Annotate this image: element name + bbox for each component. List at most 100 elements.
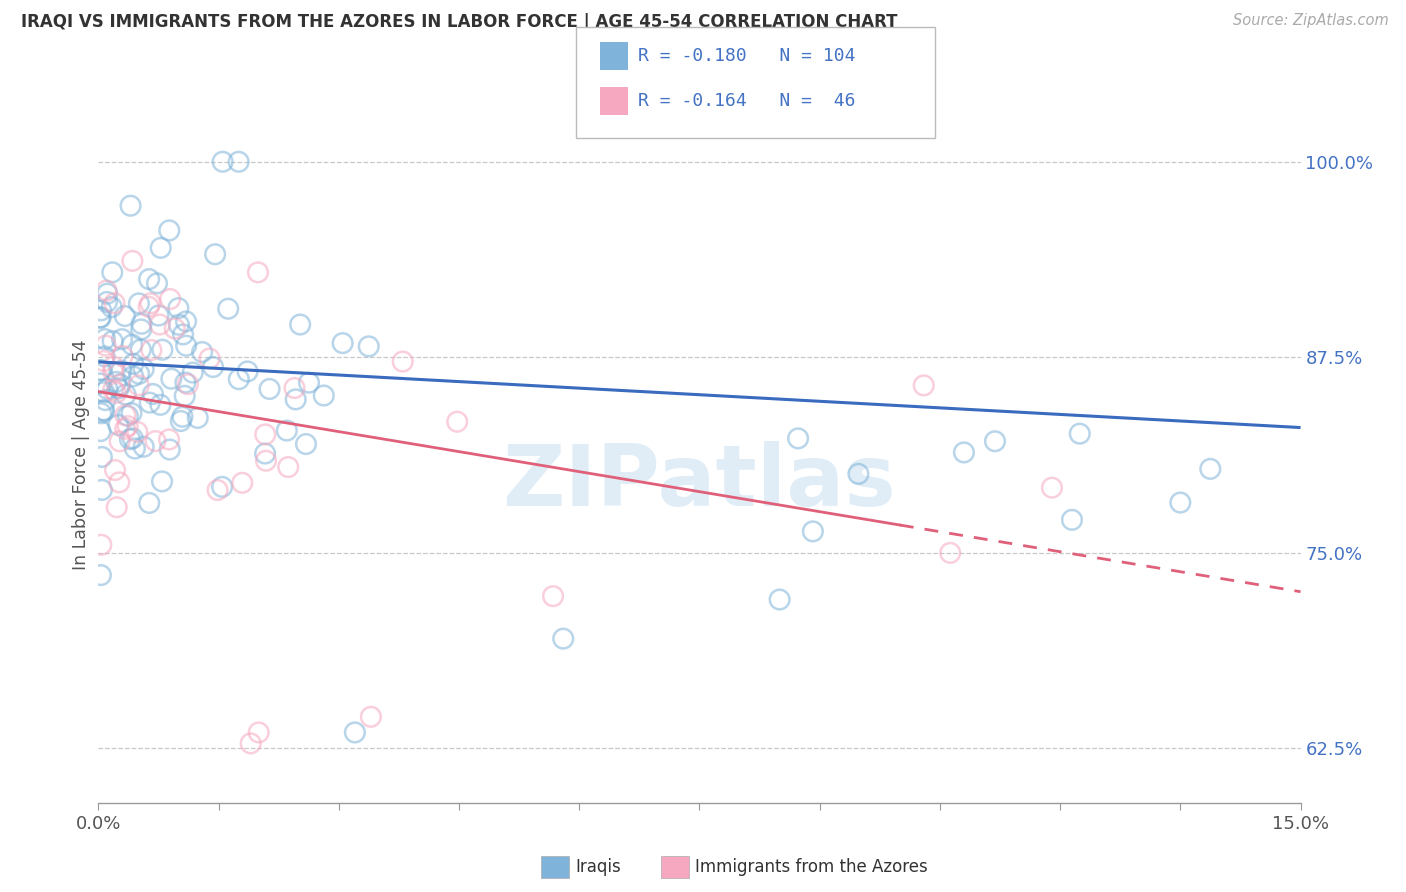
Point bbox=[103, 359, 125, 374]
Point bbox=[848, 467, 870, 481]
Point bbox=[101, 265, 124, 279]
Point bbox=[187, 410, 209, 425]
Point bbox=[332, 336, 354, 351]
Point bbox=[132, 362, 155, 376]
Point bbox=[114, 387, 136, 401]
Point bbox=[191, 345, 214, 359]
Point bbox=[163, 321, 186, 335]
Point bbox=[90, 363, 112, 377]
Point bbox=[541, 589, 564, 603]
Point bbox=[90, 483, 112, 497]
Point bbox=[211, 480, 233, 494]
Point bbox=[159, 442, 181, 457]
Point bbox=[138, 300, 160, 314]
Point bbox=[139, 296, 162, 310]
Point bbox=[118, 432, 141, 446]
Point bbox=[105, 500, 128, 515]
Point bbox=[228, 372, 250, 386]
Point bbox=[103, 296, 125, 310]
Point bbox=[247, 725, 270, 739]
Point bbox=[148, 309, 170, 323]
Point bbox=[298, 376, 321, 390]
Point bbox=[90, 538, 112, 552]
Point bbox=[276, 424, 298, 438]
Point bbox=[295, 437, 318, 451]
Point bbox=[312, 388, 335, 402]
Point bbox=[121, 253, 143, 268]
Point bbox=[101, 383, 124, 397]
Point bbox=[254, 427, 277, 442]
Point bbox=[96, 284, 118, 298]
Point bbox=[96, 286, 118, 301]
Point bbox=[127, 425, 149, 439]
Point bbox=[142, 387, 165, 401]
Point bbox=[128, 296, 150, 310]
Point bbox=[131, 317, 153, 331]
Point bbox=[801, 524, 824, 539]
Point bbox=[391, 354, 413, 368]
Point bbox=[357, 339, 380, 353]
Point bbox=[211, 154, 233, 169]
Text: Source: ZipAtlas.com: Source: ZipAtlas.com bbox=[1233, 13, 1389, 29]
Point bbox=[553, 632, 575, 646]
Point bbox=[160, 372, 183, 386]
Point bbox=[173, 389, 195, 403]
Point bbox=[111, 332, 134, 346]
Point bbox=[96, 295, 118, 310]
Point bbox=[107, 381, 129, 395]
Y-axis label: In Labor Force | Age 45-54: In Labor Force | Age 45-54 bbox=[72, 340, 90, 570]
Point bbox=[93, 385, 115, 400]
Point bbox=[114, 422, 136, 436]
Point bbox=[104, 463, 127, 477]
Point bbox=[124, 442, 146, 456]
Point bbox=[89, 376, 111, 391]
Point bbox=[912, 378, 935, 392]
Point bbox=[90, 568, 112, 582]
Point bbox=[120, 199, 142, 213]
Point bbox=[108, 377, 131, 392]
Point bbox=[108, 434, 131, 449]
Point bbox=[100, 300, 122, 314]
Text: Iraqis: Iraqis bbox=[575, 858, 621, 877]
Point bbox=[145, 434, 167, 448]
Point bbox=[90, 406, 112, 420]
Point bbox=[181, 366, 204, 380]
Point bbox=[90, 450, 112, 464]
Point bbox=[150, 475, 173, 489]
Point bbox=[107, 417, 129, 432]
Point bbox=[172, 409, 194, 424]
Point bbox=[177, 377, 200, 392]
Point bbox=[787, 431, 810, 445]
Point bbox=[117, 409, 139, 423]
Point bbox=[90, 303, 112, 318]
Point bbox=[1069, 426, 1091, 441]
Point bbox=[141, 343, 163, 357]
Point bbox=[93, 350, 115, 364]
Point bbox=[89, 424, 111, 438]
Point bbox=[146, 277, 169, 291]
Point bbox=[984, 434, 1007, 449]
Point bbox=[231, 475, 253, 490]
Point bbox=[446, 415, 468, 429]
Point bbox=[128, 378, 150, 392]
Point bbox=[94, 393, 117, 408]
Point bbox=[236, 364, 259, 378]
Point bbox=[167, 318, 190, 332]
Point bbox=[207, 483, 229, 497]
Point bbox=[108, 475, 131, 490]
Point bbox=[228, 154, 250, 169]
Point bbox=[360, 710, 382, 724]
Point bbox=[172, 327, 194, 342]
Point bbox=[149, 241, 172, 255]
Point bbox=[89, 363, 111, 377]
Point bbox=[138, 496, 160, 510]
Point bbox=[149, 318, 172, 332]
Point bbox=[254, 454, 277, 468]
Point bbox=[93, 403, 115, 417]
Point bbox=[96, 382, 118, 396]
Point bbox=[254, 446, 277, 460]
Point bbox=[121, 337, 143, 351]
Point bbox=[288, 318, 311, 332]
Point bbox=[114, 309, 136, 323]
Point bbox=[174, 376, 197, 390]
